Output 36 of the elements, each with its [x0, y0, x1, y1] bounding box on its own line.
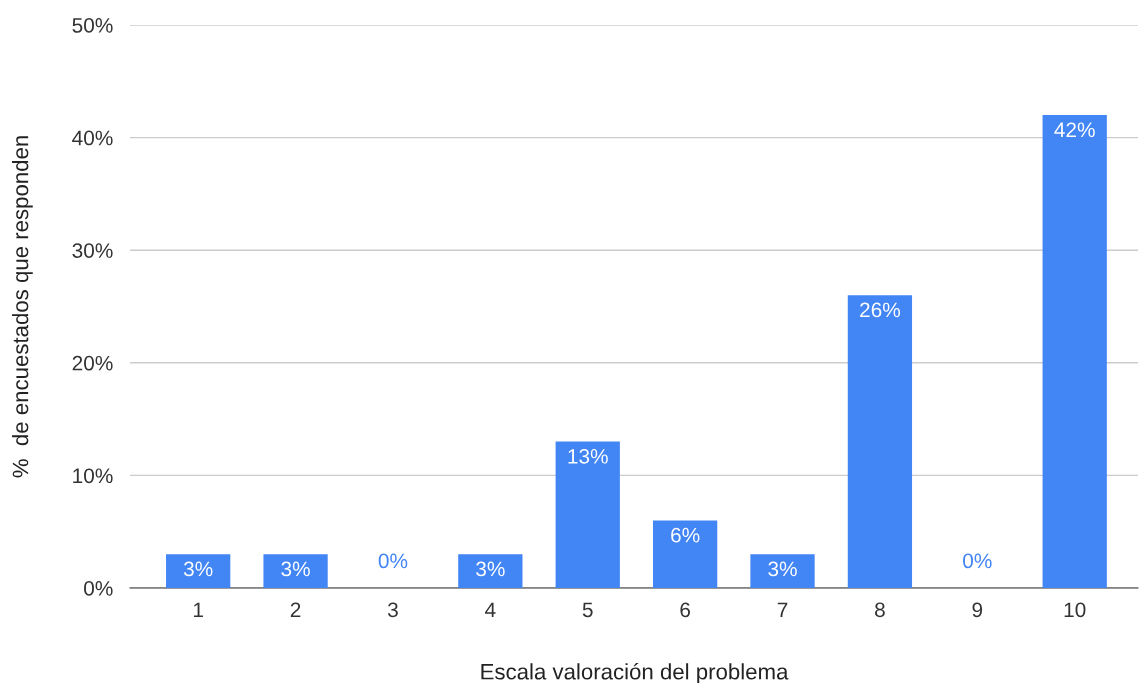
y-tick-label: 30%: [72, 243, 113, 258]
data-label: 6%: [671, 527, 700, 543]
x-tick-label: 10: [1064, 602, 1086, 618]
bar: [555, 441, 620, 588]
bar: [652, 520, 718, 588]
bar: [263, 554, 328, 588]
x-tick-label: 1: [193, 602, 203, 617]
data-label: 3%: [768, 561, 797, 577]
x-tick-label: 6: [680, 602, 691, 618]
y-tick-label: 0%: [84, 581, 113, 596]
bar: [458, 554, 523, 588]
x-tick-label: 4: [485, 602, 496, 617]
y-tick-label: 20%: [72, 355, 113, 371]
data-label: 3%: [476, 561, 505, 577]
y-tick-label: 50%: [72, 18, 113, 33]
bar: [1042, 115, 1107, 588]
y-axis-title: % de encuestados que responden: [12, 136, 33, 478]
data-label: 0%: [378, 553, 408, 569]
bar: [750, 554, 815, 588]
data-label: 42%: [1054, 122, 1095, 138]
x-tick-label: 7: [777, 602, 788, 617]
y-tick-label: 10%: [73, 468, 113, 484]
y-tick-label: 40%: [72, 130, 113, 146]
x-tick-label: 9: [972, 602, 983, 618]
x-tick-label: 3: [387, 602, 398, 618]
data-label: 3%: [281, 561, 310, 577]
x-tick-label: 2: [290, 602, 301, 617]
data-label: 26%: [860, 302, 901, 318]
data-label: 3%: [183, 561, 213, 577]
data-label: 0%: [963, 553, 992, 569]
bar: [847, 295, 913, 588]
x-tick-label: 8: [875, 602, 885, 618]
x-tick-label: 5: [582, 602, 593, 618]
bar: [166, 554, 231, 588]
data-label: 13%: [568, 448, 608, 464]
x-axis-title: Escala valoración del problema: [481, 662, 789, 683]
